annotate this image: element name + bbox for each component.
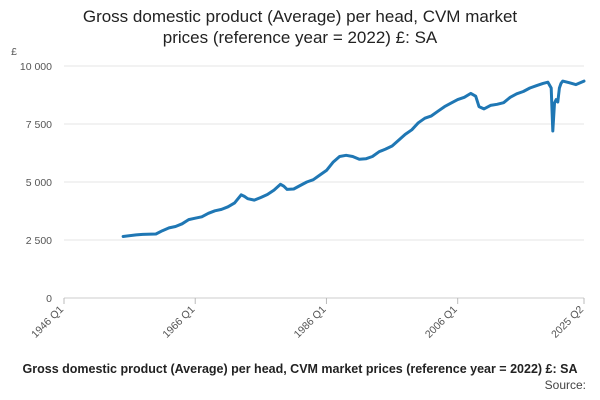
chart-caption: Gross domestic product (Average) per hea…: [22, 362, 578, 376]
source-label: Source:: [544, 378, 586, 392]
chart-title: Gross domestic product (Average) per hea…: [0, 6, 600, 48]
y-tick-label: 2 500: [26, 235, 52, 247]
x-tick-label: 1986 Q1: [292, 304, 329, 341]
chart-title-line-2: prices (reference year = 2022) £: SA: [162, 28, 438, 47]
x-tick-label: 2006 Q1: [423, 304, 460, 341]
series-line: [121, 79, 586, 238]
x-tick-label: 1966 Q1: [160, 304, 197, 341]
y-tick-label: 0: [46, 293, 52, 305]
y-axis-unit-label: £: [11, 46, 17, 58]
y-tick-label: 5 000: [26, 177, 52, 189]
x-tick-label: 2025 Q2: [549, 304, 586, 341]
y-tick-label: 10 000: [20, 61, 52, 73]
chart-title-line-1: Gross domestic product (Average) per hea…: [82, 7, 518, 26]
y-tick-label: 7 500: [26, 119, 52, 131]
x-tick-label: 1946 Q1: [29, 304, 66, 341]
